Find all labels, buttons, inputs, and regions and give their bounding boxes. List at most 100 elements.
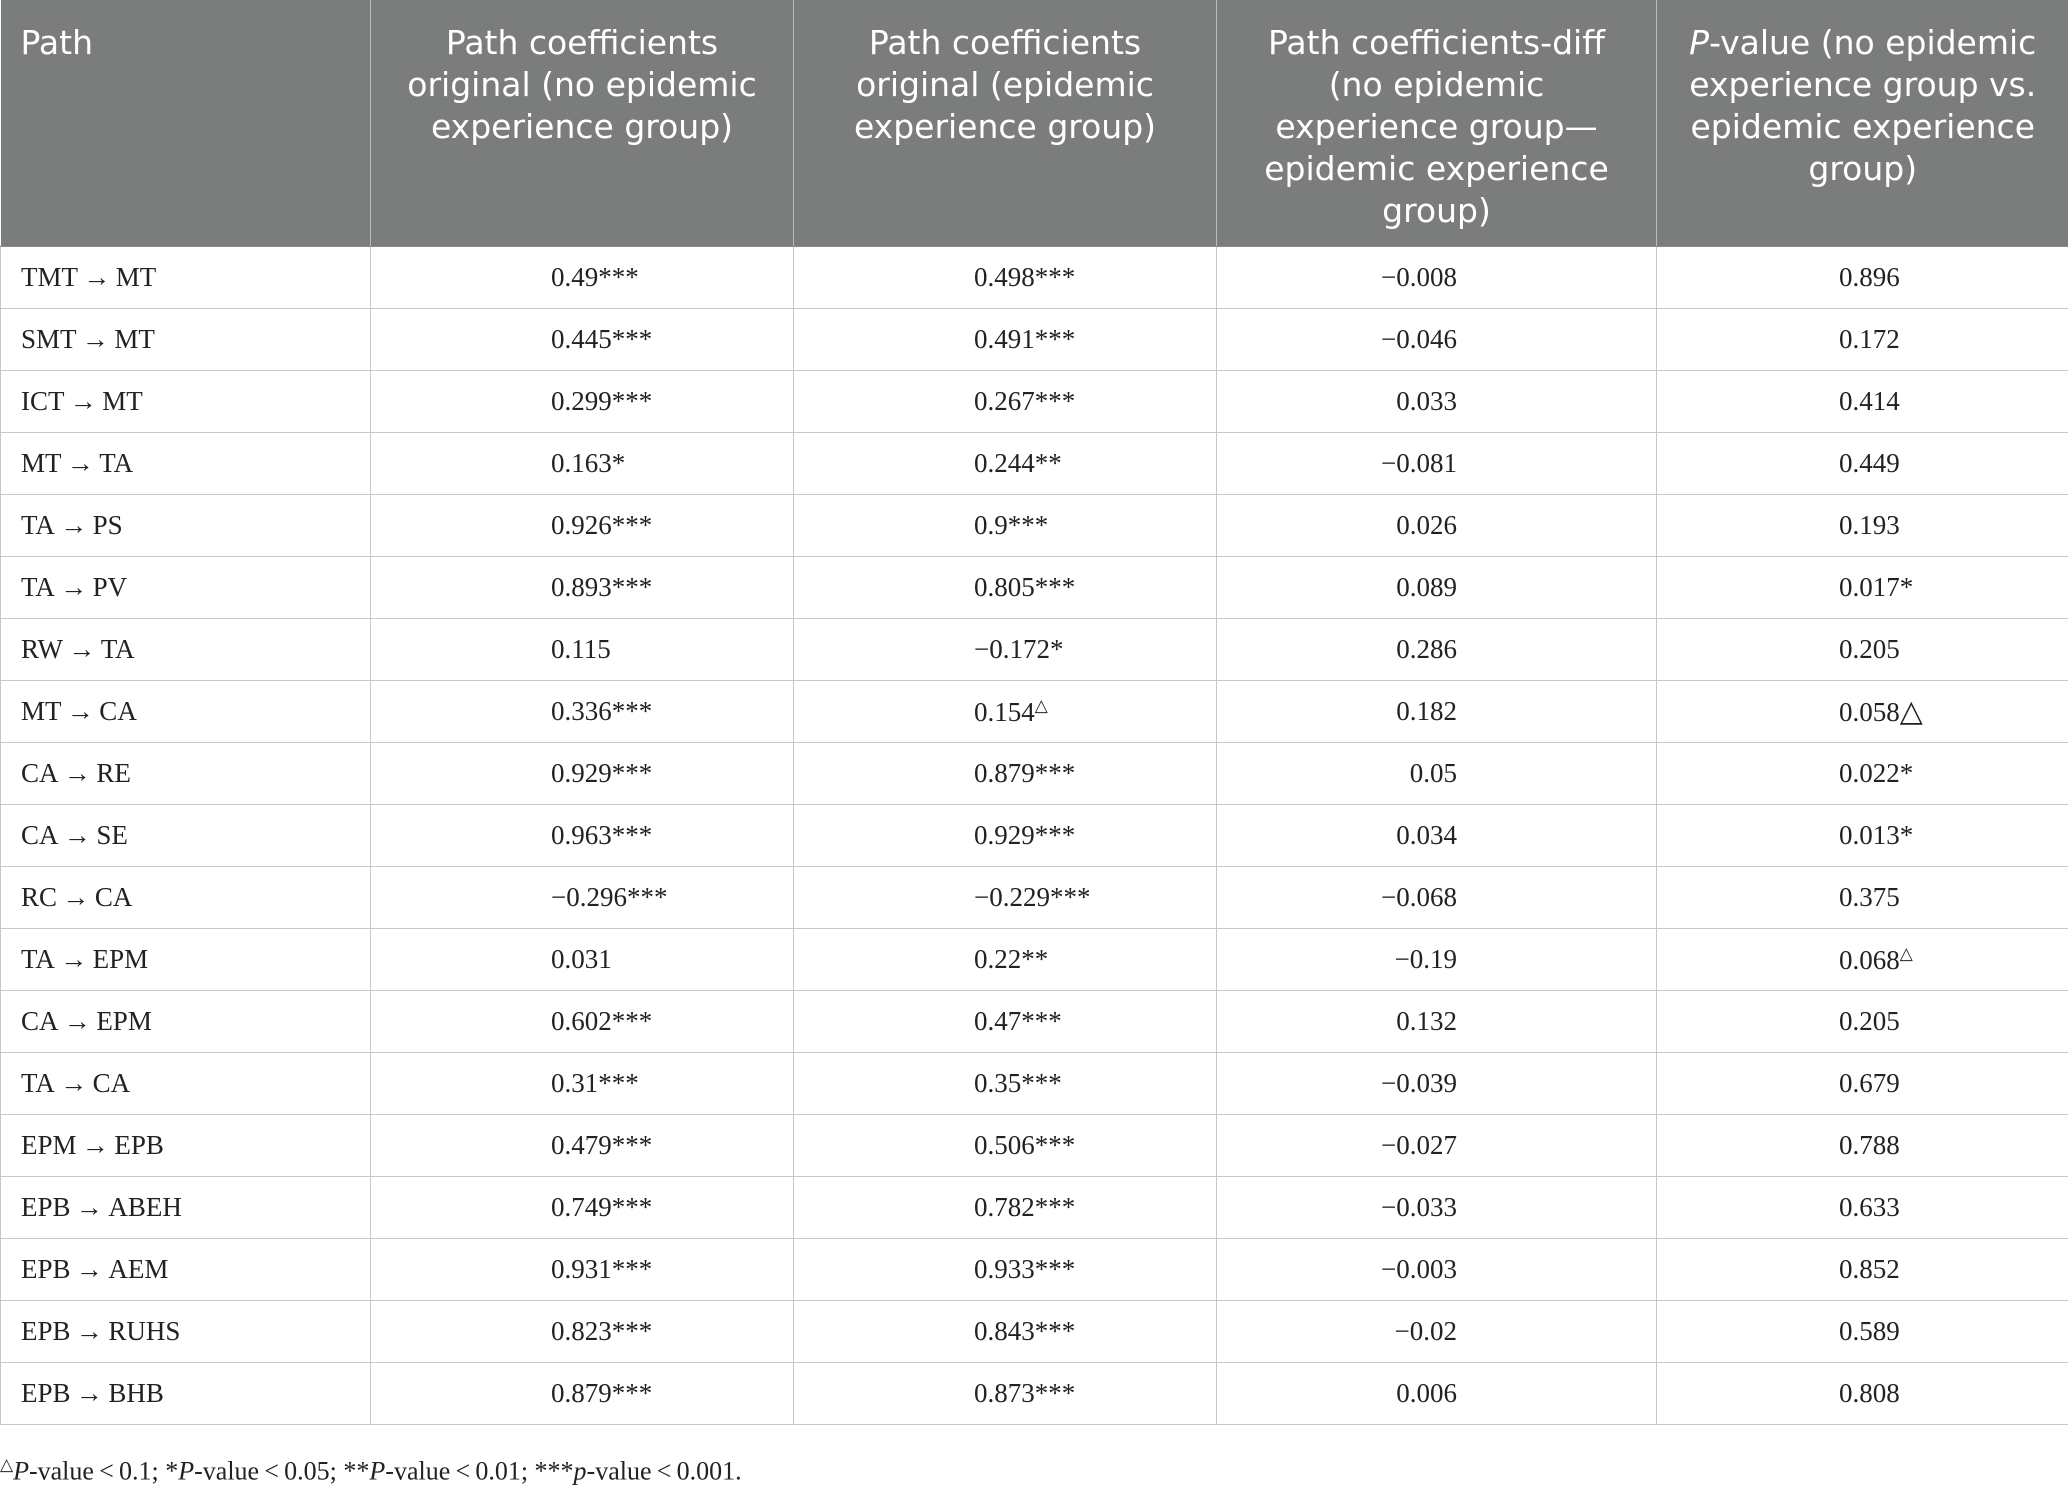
- path-cell: RW → TA: [0, 618, 371, 681]
- coef-diff-cell: −0.02: [1216, 1300, 1657, 1363]
- coef-epidemic-value: 0.47***: [974, 1006, 1062, 1036]
- coef-diff-cell: 0.05: [1216, 742, 1657, 805]
- coef-no-epidemic-cell: 0.931***: [370, 1238, 794, 1301]
- path-value: ICT → MT: [21, 386, 143, 416]
- pvalue-cell: 0.808: [1656, 1362, 2068, 1425]
- coef-epidemic-value: 0.873***: [974, 1378, 1076, 1408]
- coef-epidemic-cell: 0.244**: [793, 432, 1217, 495]
- coef-no-epidemic-value: 0.31***: [551, 1068, 639, 1098]
- coef-diff-cell: 0.182: [1216, 680, 1657, 743]
- path-cell: SMT → MT: [0, 308, 371, 371]
- pvalue-value: 0.414: [1839, 386, 1900, 416]
- coef-no-epidemic-cell: −0.296***: [370, 866, 794, 929]
- coef-no-epidemic-cell: 0.929***: [370, 742, 794, 805]
- path-value: TA → PV: [21, 572, 128, 602]
- pvalue-cell: 0.022*: [1656, 742, 2068, 805]
- pvalue-cell: 0.017*: [1656, 556, 2068, 619]
- coef-diff-cell: 0.089: [1216, 556, 1657, 619]
- coef-no-epidemic-cell: 0.031: [370, 928, 794, 991]
- coef-no-epidemic-cell: 0.31***: [370, 1052, 794, 1115]
- pvalue-cell: 0.058△: [1656, 680, 2068, 743]
- path-cell: MT → TA: [0, 432, 371, 495]
- pvalue-value: 0.852: [1839, 1254, 1900, 1284]
- pvalue-cell: 0.852: [1656, 1238, 2068, 1301]
- coef-no-epidemic-cell: 0.479***: [370, 1114, 794, 1177]
- coef-diff-cell: 0.006: [1216, 1362, 1657, 1425]
- coef-epidemic-value: 0.491***: [974, 324, 1076, 354]
- coef-epidemic-cell: 0.933***: [793, 1238, 1217, 1301]
- coef-no-epidemic-value: 0.963***: [551, 820, 653, 850]
- coef-diff-value: −0.02: [1394, 1316, 1457, 1346]
- coef-epidemic-cell: 0.782***: [793, 1176, 1217, 1239]
- coef-no-epidemic-cell: 0.963***: [370, 804, 794, 867]
- significance-triangle-icon: △: [1034, 695, 1048, 715]
- coef-no-epidemic-value: 0.031: [551, 944, 612, 974]
- header-epidemic: Path coefficients original (epidemic exp…: [793, 0, 1217, 247]
- table-row: EPM → EPB 0.479*** 0.506*** −0.027 0.788: [0, 1114, 2068, 1177]
- pvalue-value: 0.193: [1839, 510, 1900, 540]
- coef-no-epidemic-value: 0.49***: [551, 262, 639, 292]
- coef-epidemic-value: 0.498***: [974, 262, 1076, 292]
- pvalue-value: 0.058△: [1839, 695, 1923, 728]
- coef-epidemic-cell: −0.172*: [793, 618, 1217, 681]
- path-value: RW → TA: [21, 634, 135, 664]
- table-row: EPB → BHB 0.879*** 0.873*** 0.006 0.808: [0, 1362, 2068, 1425]
- table-row: EPB → AEM 0.931*** 0.933*** −0.003 0.852: [0, 1238, 2068, 1301]
- table-footnote: △P-value < 0.1; *P-value < 0.05; **P-val…: [0, 1455, 742, 1486]
- table-row: RW → TA 0.115 −0.172* 0.286 0.205: [0, 618, 2068, 681]
- pvalue-cell: 0.205: [1656, 618, 2068, 681]
- coef-epidemic-value: 0.267***: [974, 386, 1076, 416]
- coef-no-epidemic-value: 0.749***: [551, 1192, 653, 1222]
- coef-epidemic-value: 0.506***: [974, 1130, 1076, 1160]
- path-cell: TA → PS: [0, 494, 371, 557]
- path-cell: TA → PV: [0, 556, 371, 619]
- pvalue-value: 0.172: [1839, 324, 1900, 354]
- path-cell: ICT → MT: [0, 370, 371, 433]
- coef-diff-value: −0.027: [1381, 1130, 1457, 1160]
- pvalue-cell: 0.172: [1656, 308, 2068, 371]
- pvalue-cell: 0.896: [1656, 246, 2068, 309]
- coef-epidemic-cell: 0.805***: [793, 556, 1217, 619]
- coef-epidemic-value: 0.9***: [974, 510, 1049, 540]
- coef-no-epidemic-value: 0.893***: [551, 572, 653, 602]
- coef-epidemic-value: 0.782***: [974, 1192, 1076, 1222]
- coef-no-epidemic-value: 0.479***: [551, 1130, 653, 1160]
- coef-diff-value: −0.033: [1381, 1192, 1457, 1222]
- header-no-epidemic: Path coefficients original (no epidemic …: [370, 0, 794, 247]
- coef-diff-cell: 0.286: [1216, 618, 1657, 681]
- path-cell: TA → CA: [0, 1052, 371, 1115]
- table-row: CA → SE 0.963*** 0.929*** 0.034 0.013*: [0, 804, 2068, 867]
- pvalue-cell: 0.414: [1656, 370, 2068, 433]
- coef-diff-value: −0.19: [1394, 944, 1457, 974]
- path-value: TA → CA: [21, 1068, 131, 1098]
- table-header: Path Path coefficients original (no epid…: [0, 0, 2068, 247]
- coef-diff-cell: −0.027: [1216, 1114, 1657, 1177]
- pvalue-cell: 0.679: [1656, 1052, 2068, 1115]
- coef-no-epidemic-cell: 0.163*: [370, 432, 794, 495]
- coef-diff-value: −0.046: [1381, 324, 1457, 354]
- coef-diff-value: 0.182: [1396, 696, 1457, 726]
- coef-epidemic-cell: 0.35***: [793, 1052, 1217, 1115]
- coef-epidemic-cell: 0.843***: [793, 1300, 1217, 1363]
- coef-epidemic-cell: 0.22**: [793, 928, 1217, 991]
- pvalue-value: 0.068△: [1839, 943, 1913, 975]
- coef-epidemic-cell: 0.47***: [793, 990, 1217, 1053]
- results-table-container: Path Path coefficients original (no epid…: [0, 0, 2068, 1425]
- header-diff: Path coefficients-diff (no epidemic expe…: [1216, 0, 1657, 247]
- coef-diff-value: 0.033: [1396, 386, 1457, 416]
- table-row: TA → PV 0.893*** 0.805*** 0.089 0.017*: [0, 556, 2068, 619]
- path-cell: TA → EPM: [0, 928, 371, 991]
- coef-epidemic-value: 0.244**: [974, 448, 1062, 478]
- path-value: CA → RE: [21, 758, 131, 788]
- coef-epidemic-cell: 0.873***: [793, 1362, 1217, 1425]
- path-cell: EPB → ABEH: [0, 1176, 371, 1239]
- coef-diff-cell: −0.039: [1216, 1052, 1657, 1115]
- path-value: MT → CA: [21, 696, 137, 726]
- path-cell: EPM → EPB: [0, 1114, 371, 1177]
- coef-epidemic-value: 0.929***: [974, 820, 1076, 850]
- path-value: CA → SE: [21, 820, 128, 850]
- coef-diff-cell: −0.046: [1216, 308, 1657, 371]
- coef-diff-value: 0.089: [1396, 572, 1457, 602]
- coef-diff-value: 0.006: [1396, 1378, 1457, 1408]
- path-value: EPB → ABEH: [21, 1192, 182, 1222]
